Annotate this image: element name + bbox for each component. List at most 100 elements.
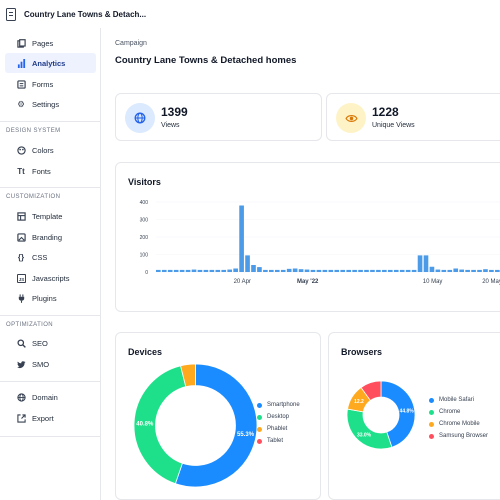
bar xyxy=(405,269,411,272)
bar xyxy=(156,269,161,272)
gear-icon: ⚙ xyxy=(17,98,25,109)
bar xyxy=(292,268,298,272)
bar xyxy=(209,269,215,272)
sidebar-item-javascripts[interactable]: JS Javascripts xyxy=(5,268,96,288)
sidebar-item-colors[interactable]: Colors xyxy=(5,140,96,160)
export-icon xyxy=(16,413,26,423)
slice-label: 44.8% xyxy=(400,408,415,414)
bar xyxy=(161,269,167,272)
legend-item[interactable]: Samsung Browser xyxy=(429,433,488,439)
pie-slice xyxy=(346,408,393,450)
sidebar-item-settings[interactable]: ⚙ Settings xyxy=(5,94,96,114)
main-content: Campaign Country Lane Towns & Detached h… xyxy=(101,28,500,500)
devices-chart: 55.3% 40.8% xyxy=(133,363,258,488)
legend-item[interactable]: Tablet xyxy=(257,438,283,444)
sidebar-item-forms[interactable]: Forms xyxy=(5,74,96,94)
sidebar-item-label: Plugins xyxy=(32,293,57,303)
sidebar-divider xyxy=(0,315,101,316)
breadcrumb[interactable]: Campaign xyxy=(115,40,147,47)
bar xyxy=(417,255,423,272)
bar xyxy=(286,268,292,272)
legend-item[interactable]: Chrome Mobile xyxy=(429,421,480,427)
y-tick-label: 0 xyxy=(145,270,148,276)
pages-icon xyxy=(16,38,26,48)
legend-item[interactable]: Smartphone xyxy=(257,402,300,408)
bar xyxy=(298,269,304,272)
page-title: Country Lane Towns & Detached homes xyxy=(115,55,297,66)
bar xyxy=(239,205,244,272)
slice-label: 55.3% xyxy=(237,432,255,438)
bar xyxy=(257,267,262,272)
bar xyxy=(399,269,405,272)
bar xyxy=(459,269,465,272)
bar xyxy=(304,269,310,272)
bar xyxy=(376,269,381,272)
forms-icon xyxy=(16,79,26,89)
bar xyxy=(245,255,250,272)
pie-slice xyxy=(174,363,258,488)
card-title: Browsers xyxy=(341,347,383,357)
bar xyxy=(215,269,221,272)
bar xyxy=(387,269,393,272)
stat-card-views: 1399 Views xyxy=(115,93,322,141)
sidebar-item-label: Pages xyxy=(32,38,54,48)
legend-item[interactable]: Mobile Safari xyxy=(429,397,474,403)
pie-slice xyxy=(133,365,187,485)
sidebar-item-smo[interactable]: SMO xyxy=(5,354,96,374)
sidebar-item-analytics[interactable]: Analytics xyxy=(5,53,96,73)
x-tick-label: 20 May xyxy=(482,279,500,285)
bar xyxy=(352,269,357,272)
bar xyxy=(185,269,191,272)
sidebar-item-label: Settings xyxy=(32,99,60,109)
legend-item[interactable]: Chrome xyxy=(429,409,460,415)
legend-label: Mobile Safari xyxy=(439,397,475,403)
sidebar-item-pages[interactable]: Pages xyxy=(5,33,96,53)
legend-swatch xyxy=(429,397,434,403)
legend-swatch xyxy=(257,402,262,408)
bar xyxy=(269,269,274,272)
sidebar-item-label: Fonts xyxy=(32,166,51,176)
bar xyxy=(346,269,351,272)
bar xyxy=(280,269,286,272)
visitors-chart: 400 300 200 100 0 20 Apr May '22 10 May 20 May xyxy=(140,200,500,285)
bar xyxy=(435,269,441,272)
sidebar-item-label: Analytics xyxy=(32,58,66,68)
bar xyxy=(310,269,316,272)
twitter-icon xyxy=(16,359,26,369)
bar xyxy=(197,269,203,272)
bar xyxy=(370,269,375,272)
sidebar-item-seo[interactable]: SEO xyxy=(5,333,96,353)
legend-item[interactable]: Phablet xyxy=(257,426,287,432)
bar xyxy=(173,269,179,272)
sidebar-item-fonts[interactable]: Tt Fonts xyxy=(5,161,96,181)
eye-icon xyxy=(344,114,358,122)
browsers-chart: 44.8% 33.0% 12.2 xyxy=(346,380,416,450)
bar xyxy=(251,265,256,272)
stat-value: 1228 xyxy=(372,105,399,119)
slice-label: 33.0% xyxy=(357,432,372,438)
sidebar-item-domain[interactable]: Domain xyxy=(5,387,96,407)
card-title: Visitors xyxy=(128,177,161,187)
sidebar: Pages Analytics Forms ⚙ Settings DESIGN … xyxy=(0,28,101,500)
sidebar-item-css[interactable]: {} CSS xyxy=(5,247,96,267)
bar xyxy=(465,269,470,272)
stat-label: Views xyxy=(161,122,180,129)
sidebar-item-branding[interactable]: Branding xyxy=(5,227,96,247)
template-icon xyxy=(16,211,26,221)
sidebar-item-export[interactable]: Export xyxy=(5,408,96,428)
legend-label: Chrome Mobile xyxy=(439,421,480,427)
sidebar-item-label: Colors xyxy=(32,145,54,155)
sidebar-item-template[interactable]: Template xyxy=(5,206,96,226)
palette-icon xyxy=(16,145,26,155)
bar xyxy=(316,269,322,272)
x-tick-label: May '22 xyxy=(297,279,319,285)
bar xyxy=(441,269,447,272)
sidebar-item-plugins[interactable]: Plugins xyxy=(5,288,96,308)
bar xyxy=(227,269,233,272)
bar xyxy=(382,269,387,272)
legend-item[interactable]: Desktop xyxy=(257,414,289,420)
branding-icon xyxy=(16,232,26,242)
sidebar-divider xyxy=(0,187,101,188)
legend-swatch xyxy=(257,414,262,420)
browsers-card: Browsers 44.8% 33.0% 12.2 Mobile Safari Ch… xyxy=(328,332,500,500)
